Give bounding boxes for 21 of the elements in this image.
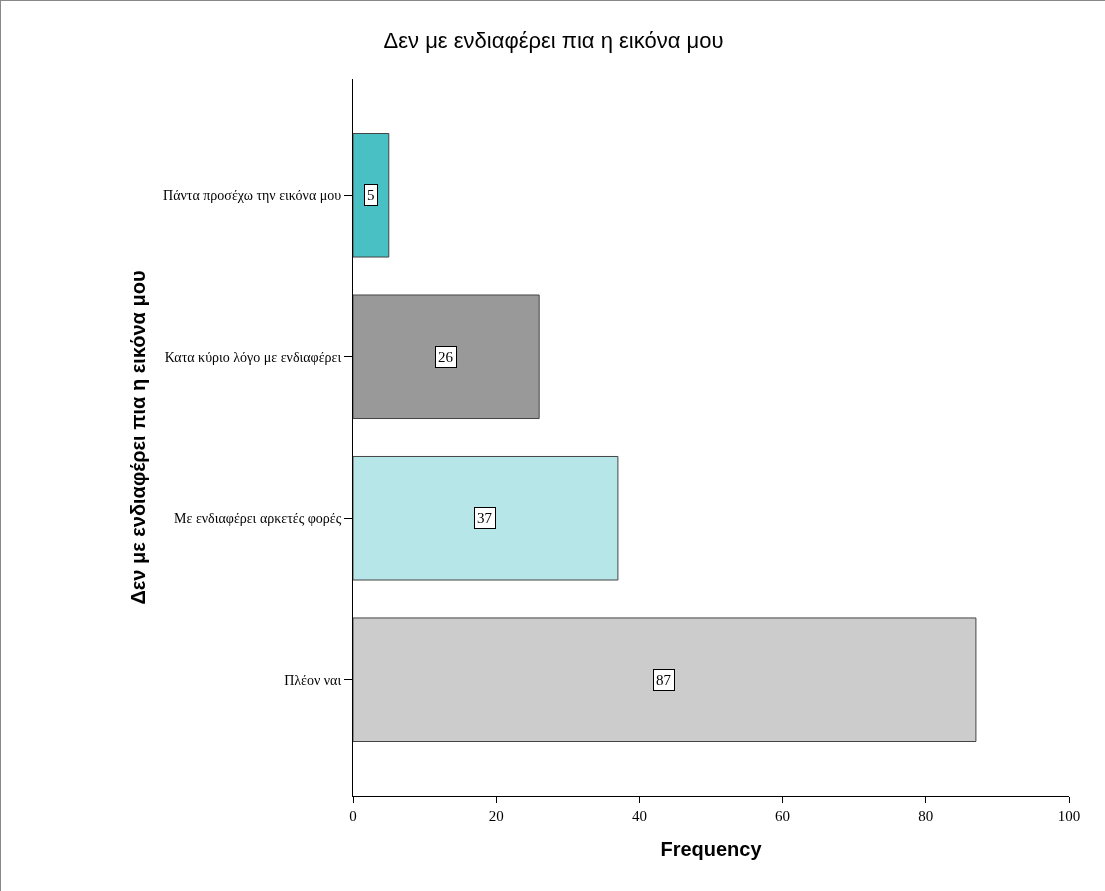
bar xyxy=(353,133,390,258)
y-tick-label: Πλέον ναι xyxy=(284,672,342,688)
x-tick-label: 0 xyxy=(349,808,357,824)
x-tick-label: 40 xyxy=(631,808,647,824)
bar xyxy=(353,294,540,420)
x-tick-label: 20 xyxy=(488,808,504,824)
data-label: 37 xyxy=(477,510,493,526)
chart-title: Δεν με ενδιαφέρει πια η εικόνα μου xyxy=(383,27,724,53)
data-label: 5 xyxy=(367,187,375,203)
data-label: 87 xyxy=(656,672,672,688)
x-tick-label: 100 xyxy=(1057,808,1081,824)
y-tick-label: Με ενδιαφέρει αρκετές φορές xyxy=(174,511,342,527)
x-tick-label: 60 xyxy=(775,808,791,824)
y-tick-label: Κατα κύριο λόγο με ενδιαφέρει xyxy=(164,349,342,365)
y-tick-label: Πάντα προσέχω την εικόνα μου xyxy=(163,188,342,204)
x-axis-title: Frequency xyxy=(660,837,763,860)
bar xyxy=(353,455,619,581)
y-axis-title: Δεν με ενδιαφέρει πια η εικόνα μου xyxy=(126,270,149,605)
bar xyxy=(353,617,977,742)
data-label: 26 xyxy=(438,349,454,365)
x-tick-label: 80 xyxy=(918,808,934,824)
